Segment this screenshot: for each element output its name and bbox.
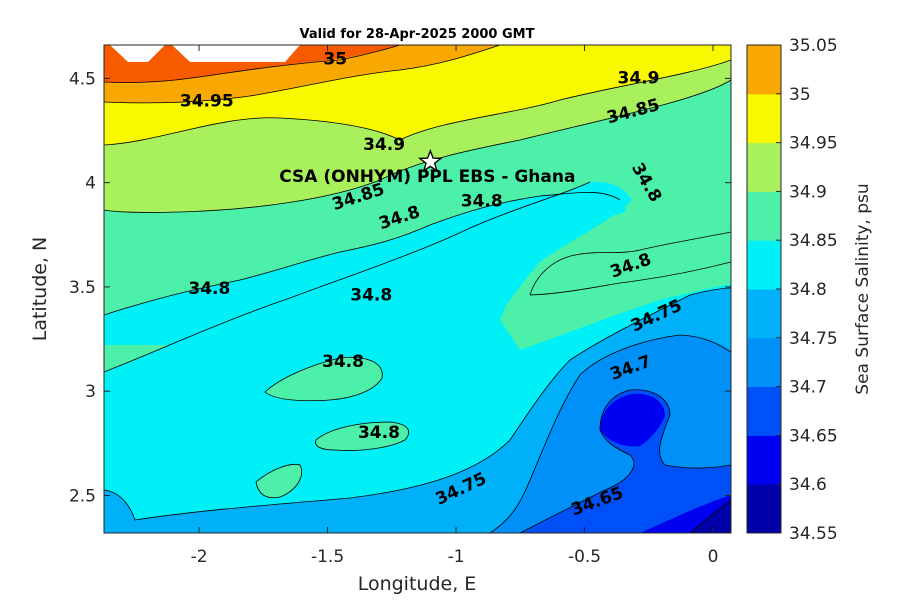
- colorbar-segment: [747, 240, 781, 290]
- y-tick-label: 2.5: [69, 486, 96, 506]
- site-label: CSA (ONHYM) PPL EBS - Ghana: [279, 167, 575, 187]
- colorbar: 34.55 34.6 34.65 34.7 34.75 34.8 34.85 34.9 34.9…: [746, 36, 838, 544]
- y-tick-label: 4: [85, 174, 96, 194]
- y-axis: 2.5 3 3.5 4 4.5: [69, 69, 731, 506]
- colorbar-tick-label: 34.6: [789, 475, 827, 495]
- y-axis-label: Latitude, N: [29, 237, 51, 342]
- colorbar-tick-label: 34.65: [789, 426, 838, 446]
- x-tick-label: -1: [448, 547, 465, 567]
- contour-label: 34.9: [618, 68, 660, 88]
- contour-fill-island-5: [505, 301, 524, 308]
- contour-fill-island-3: [256, 464, 302, 498]
- marker-group: CSA (ONHYM) PPL EBS - Ghana: [279, 148, 575, 187]
- colorbar-segment: [747, 93, 781, 144]
- y-tick-label: 3.5: [69, 278, 96, 298]
- colorbar-tick-label: 34.9: [789, 182, 827, 202]
- colorbar-segment: [747, 191, 781, 241]
- x-tick-label: -0.5: [568, 547, 601, 567]
- contour-fill-island-2: [315, 422, 409, 451]
- chart-title: Valid for 28-Apr-2025 2000 GMT: [300, 27, 535, 42]
- site-star-marker: [417, 148, 443, 173]
- contour-fill-34-8-upper: [104, 192, 626, 345]
- contour-label: 34.8: [322, 352, 364, 372]
- colorbar-tick-label: 34.85: [789, 231, 838, 251]
- colorbar-segment: [747, 337, 781, 388]
- x-tick-label: 0: [708, 547, 719, 567]
- contour-fill-island-4: [530, 232, 731, 295]
- colorbar-segment: [747, 142, 781, 192]
- colorbar-tick-label: 34.7: [789, 378, 827, 398]
- contour-label: 34.8: [350, 285, 392, 305]
- x-axis: -2 -1.5 -1 -0.5 0: [191, 45, 719, 567]
- contour-fill-white-gap: [110, 45, 300, 62]
- colorbar-segment: [747, 386, 781, 436]
- x-axis-label: Longitude, E: [358, 573, 477, 595]
- contour-fill-34-6: [520, 389, 731, 533]
- y-tick-label: 3: [85, 382, 96, 402]
- x-tick-label: -1.5: [311, 547, 344, 567]
- colorbar-tick-label: 34.75: [789, 329, 838, 349]
- contour-label: 34.8: [188, 279, 230, 299]
- contour-label: 34.95: [180, 91, 234, 111]
- colorbar-tick-label: 34.8: [789, 280, 827, 300]
- colorbar-segment: [747, 289, 781, 339]
- x-tick-label: -2: [191, 547, 208, 567]
- colorbar-segment: [747, 484, 781, 534]
- colorbar-tick-label: 34.95: [789, 134, 838, 154]
- colorbar-tick-label: 35: [789, 85, 811, 105]
- contour-lines: [104, 45, 731, 533]
- colorbar-tick-label: 35.05: [789, 36, 838, 56]
- colorbar-tick-label: 34.55: [789, 524, 838, 544]
- contour-fill-island-1: [265, 357, 383, 401]
- contour-fill-35-05: [104, 45, 400, 84]
- y-tick-label: 4.5: [69, 69, 96, 89]
- contour-label: 35: [323, 50, 347, 70]
- colorbar-segment: [747, 45, 781, 95]
- colorbar-label: Sea Surface Salinity, psu: [853, 183, 873, 394]
- colorbar-segment: [747, 435, 781, 485]
- contour-fill-34-55: [600, 393, 731, 533]
- contour-label: 34.9: [363, 135, 405, 155]
- contour-label: 34.8: [358, 423, 400, 443]
- plot-frame: [103, 44, 732, 534]
- contour-label: 34.8: [461, 191, 503, 211]
